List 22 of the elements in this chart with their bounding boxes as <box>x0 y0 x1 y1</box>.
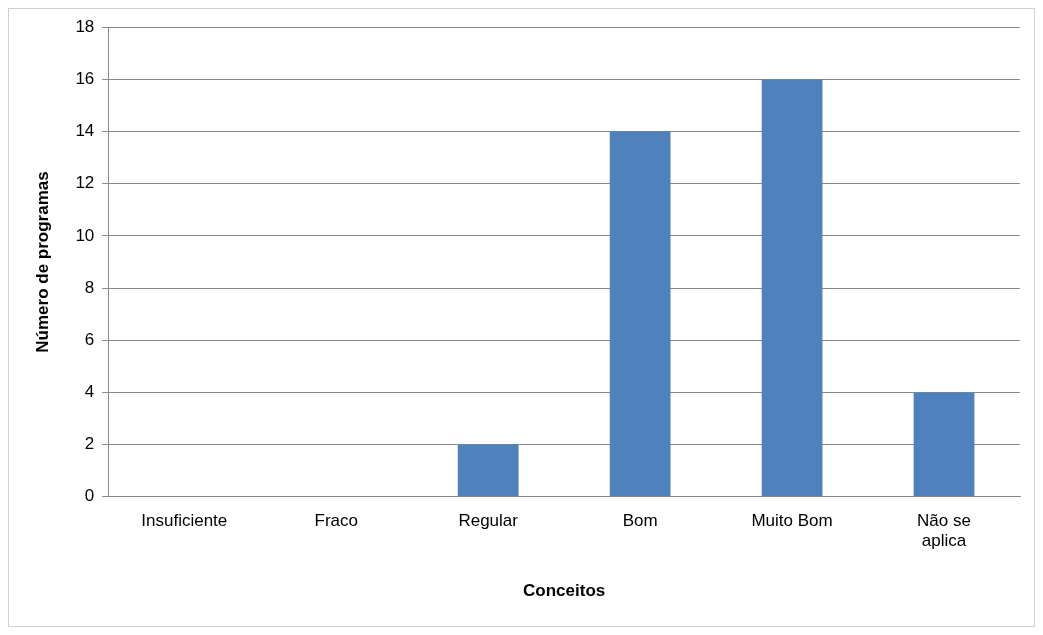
x-tick-label: Não se aplica <box>917 510 971 551</box>
x-tick-label: Bom <box>622 510 658 530</box>
y-tick-label: 8 <box>84 277 95 297</box>
bar <box>761 79 823 497</box>
y-tick-label: 4 <box>84 382 95 402</box>
x-tick-label: Regular <box>458 510 519 530</box>
y-axis-title: Número de programas <box>32 171 52 353</box>
y-tick-label: 0 <box>84 486 95 506</box>
x-tick-label: Muito Bom <box>751 510 833 530</box>
y-tick-label: 16 <box>75 69 95 89</box>
x-tick-label: Insuficiente <box>141 510 228 530</box>
bar <box>609 131 671 497</box>
y-tick-label: 18 <box>75 16 95 36</box>
y-tick-label: 6 <box>84 329 95 349</box>
x-axis-title: Conceitos <box>523 581 606 601</box>
y-tick-label: 2 <box>84 434 95 454</box>
x-tick-label: Fraco <box>314 510 358 530</box>
bar <box>913 392 975 497</box>
y-tick-label: 10 <box>75 225 95 245</box>
y-tick-label: 14 <box>75 121 95 141</box>
y-tick-label: 12 <box>75 173 95 193</box>
bar <box>457 444 519 497</box>
